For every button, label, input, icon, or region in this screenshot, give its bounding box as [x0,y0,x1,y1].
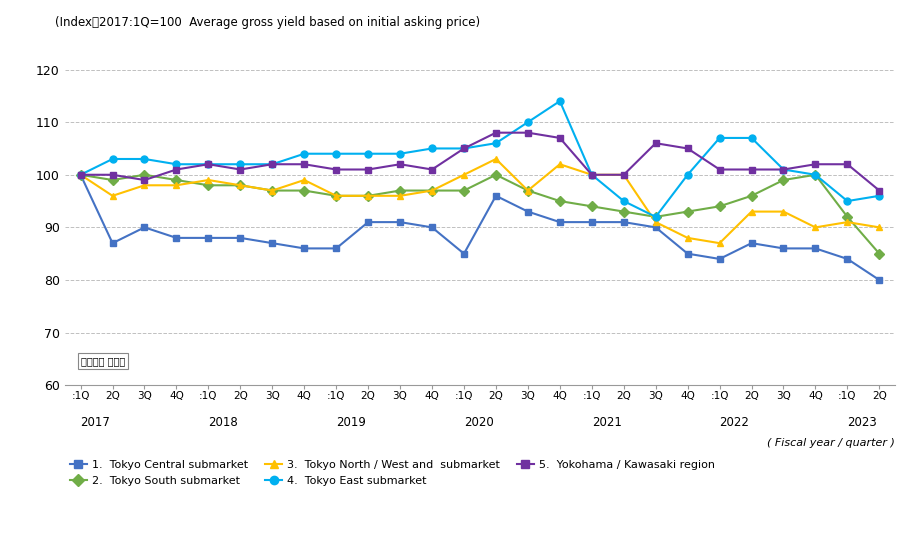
Text: 2020: 2020 [464,416,494,429]
Legend: 1.  Tokyo Central submarket, 2.  Tokyo South submarket, 3.  Tokyo North / West a: 1. Tokyo Central submarket, 2. Tokyo Sou… [70,460,715,486]
Text: (Index：2017:1Q=100  Average gross yield based on initial asking price): (Index：2017:1Q=100 Average gross yield b… [55,16,481,29]
Text: 2023: 2023 [847,416,877,429]
Text: 2018: 2018 [209,416,238,429]
Text: 2021: 2021 [592,416,622,429]
Text: プロット エリア: プロット エリア [81,356,126,366]
Text: 2017: 2017 [80,416,111,429]
Text: 2022: 2022 [720,416,749,429]
Text: 2019: 2019 [336,416,366,429]
Text: ( Fiscal year / quarter ): ( Fiscal year / quarter ) [767,438,895,448]
